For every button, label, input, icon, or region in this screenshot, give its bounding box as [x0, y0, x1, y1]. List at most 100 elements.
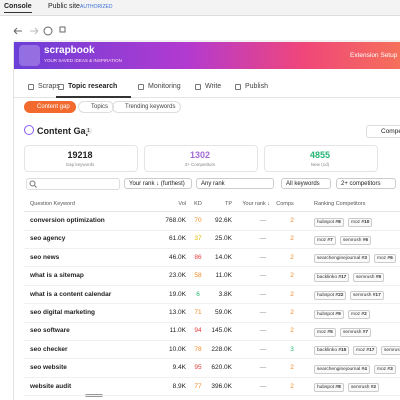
- competitor-chip[interactable]: hubspot #9: [314, 309, 344, 319]
- competitor-chip[interactable]: semrush #6: [340, 235, 372, 245]
- row-divider: [24, 247, 400, 249]
- competitor-name: backlinko: [317, 274, 337, 280]
- column-header[interactable]: TP: [224, 201, 232, 207]
- keyword[interactable]: seo checker: [30, 345, 68, 353]
- subtab[interactable]: Topics: [78, 101, 115, 113]
- competitor-chip[interactable]: backlinko #17: [314, 272, 350, 282]
- filter-select[interactable]: 2+ competitors: [336, 178, 396, 189]
- keyword[interactable]: what is a sitemap: [30, 272, 84, 280]
- your-rank: —: [259, 235, 267, 243]
- competitor-chip[interactable]: semrush #17: [350, 291, 384, 301]
- competitor-chip[interactable]: hubspot #22: [314, 291, 347, 301]
- competitor-chip[interactable]: semrush #7: [340, 327, 372, 337]
- stat-label: Gap keywords: [65, 162, 95, 167]
- column-header: Ranking Competitors: [314, 201, 366, 207]
- tab[interactable]: Console: [4, 3, 32, 13]
- keyword-difficulty: 95: [194, 364, 202, 372]
- row-divider: [24, 266, 400, 268]
- traffic-potential: 3.8K: [218, 290, 232, 298]
- filter-select[interactable]: All keywords: [281, 178, 331, 189]
- row-divider: [24, 376, 400, 378]
- nav-active: [56, 96, 131, 98]
- competitor-rank: #6: [362, 237, 369, 243]
- row-divider: [24, 395, 400, 397]
- competitor-chip[interactable]: searchenginejournal #3: [314, 254, 370, 264]
- competitor-count: 2: [290, 272, 294, 280]
- stat-value: 1302: [189, 150, 211, 160]
- column-header[interactable]: Your rank ↓: [242, 201, 270, 207]
- competitor-count: 2: [290, 235, 294, 243]
- competitor-rank: #4: [361, 366, 367, 372]
- your-rank: —: [259, 290, 267, 298]
- competitor-count: 2: [290, 382, 294, 390]
- subtab[interactable]: Trending keywords: [112, 101, 182, 113]
- competitors-button[interactable]: Compe: [366, 125, 400, 138]
- competitor-chip[interactable]: semrush #2: [348, 383, 380, 393]
- competitor-rank: #17: [372, 293, 381, 299]
- competitor-chip[interactable]: backlinko #15: [314, 346, 350, 356]
- home-icon[interactable]: [59, 26, 66, 33]
- competitor-rank: #7: [362, 329, 369, 335]
- competitor-name: semrush: [351, 385, 370, 391]
- back-icon[interactable]: [13, 27, 22, 35]
- filter-select[interactable]: Any rank: [196, 178, 274, 189]
- frame-border: [13, 42, 14, 400]
- forward-icon[interactable]: [30, 27, 39, 35]
- competitor-chip[interactable]: moz #17: [353, 346, 378, 356]
- nav-item[interactable]: Publish: [245, 83, 268, 90]
- nav-item[interactable]: Write: [205, 83, 222, 90]
- traffic-potential: 11.0K: [215, 272, 232, 280]
- competitor-name: hubspot: [317, 219, 335, 225]
- competitor-chip[interactable]: hubspot #8: [314, 217, 344, 227]
- keyword[interactable]: conversion optimization: [30, 217, 105, 224]
- stat-label: New (1d): [310, 162, 330, 167]
- competitor-rank: #5: [327, 329, 333, 335]
- competitor-chip[interactable]: semrush #9: [353, 272, 385, 282]
- nav-item[interactable]: Monitoring: [148, 83, 181, 90]
- your-rank: —: [259, 272, 267, 280]
- column-header[interactable]: KD: [194, 201, 202, 207]
- filter-select[interactable]: Your rank ↓ (furthest): [124, 178, 192, 189]
- competitor-chip[interactable]: moz #10: [348, 217, 373, 227]
- competitor-chip[interactable]: hubspot #8: [314, 383, 344, 393]
- section-icon: [24, 125, 34, 135]
- nav-item[interactable]: Scraps: [38, 83, 60, 90]
- competitor-name: moz: [317, 329, 327, 335]
- volume: 768.0K: [165, 217, 186, 224]
- keyword[interactable]: seo website: [30, 364, 67, 372]
- competitor-chip[interactable]: moz #7: [314, 235, 336, 245]
- volume: 61.0K: [169, 235, 186, 243]
- competitor-count: 2: [290, 217, 294, 224]
- your-rank: —: [259, 364, 267, 372]
- competitor-count: 2: [290, 253, 294, 261]
- traffic-potential: 620.0K: [211, 364, 232, 372]
- extension-button[interactable]: Extension Setup: [350, 52, 398, 59]
- competitor-chip[interactable]: moz #6: [374, 254, 396, 264]
- competitor-chip[interactable]: moz #3: [374, 364, 396, 374]
- competitor-chip[interactable]: moz #2: [348, 309, 370, 319]
- keyword[interactable]: seo digital marketing: [30, 309, 96, 316]
- keyword[interactable]: seo news: [30, 253, 60, 261]
- search-input[interactable]: [26, 178, 120, 190]
- subtab[interactable]: Content gap: [24, 101, 76, 113]
- competitor-rank: #2: [361, 311, 367, 317]
- column-header[interactable]: Comps: [276, 201, 294, 207]
- competitor-chip[interactable]: semrush #1: [381, 346, 400, 356]
- your-rank: —: [259, 327, 267, 335]
- competitor-name: moz: [351, 219, 361, 225]
- column-header[interactable]: Vol: [178, 201, 186, 207]
- search-icon: [29, 180, 37, 188]
- competitor-rank: #3: [387, 366, 393, 372]
- keyword[interactable]: seo software: [30, 327, 70, 335]
- keyword[interactable]: seo agency: [30, 235, 66, 243]
- keyword[interactable]: what is a content calendar: [30, 290, 112, 298]
- competitor-chip[interactable]: searchenginejournal #4: [314, 364, 370, 374]
- keyword-difficulty: 37: [194, 235, 202, 243]
- nav-item[interactable]: Topic research: [68, 83, 118, 90]
- keyword-difficulty: 58: [194, 272, 202, 280]
- tab[interactable]: Public site: [48, 3, 80, 10]
- competitor-rank: #2: [370, 385, 377, 391]
- competitor-chip[interactable]: moz #5: [314, 327, 336, 337]
- reload-icon[interactable]: [43, 26, 53, 36]
- keyword[interactable]: website audit: [30, 382, 72, 390]
